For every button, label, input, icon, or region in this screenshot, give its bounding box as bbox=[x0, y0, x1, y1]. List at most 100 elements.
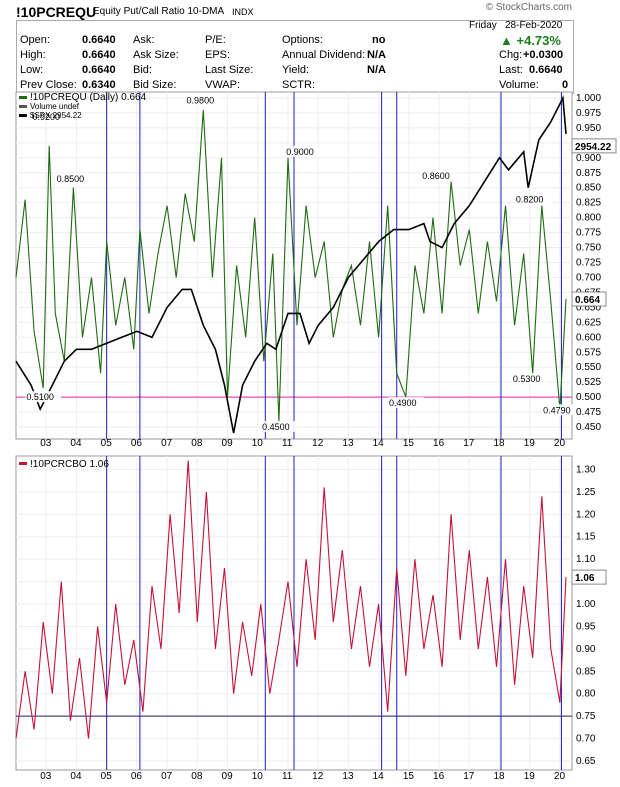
last-value-label: 0.664 bbox=[575, 295, 600, 306]
chart-header: !10PCREQU Equity Put/Call Ratio 10-DMA I… bbox=[0, 0, 620, 94]
series-line-10pcrequ bbox=[15, 109, 567, 422]
annotation-label: 0.4500 bbox=[262, 422, 290, 432]
annotation-label: 0.8500 bbox=[57, 174, 85, 184]
y-tick-label: 0.80 bbox=[576, 689, 596, 700]
x-tick-label: 03 bbox=[40, 438, 52, 449]
quote-table: Open: 0.6640 High: 0.6640 Low: 0.6640 Pr… bbox=[16, 20, 574, 94]
x-tick-label: 04 bbox=[70, 771, 82, 782]
legend-swatch bbox=[19, 105, 27, 108]
x-tick-label: 11 bbox=[282, 771, 293, 782]
y-tick-label: 0.725 bbox=[576, 258, 601, 269]
annotation-bg bbox=[185, 94, 222, 106]
prev-close-value: 0.6340 bbox=[82, 79, 116, 91]
y-tick-label: 0.700 bbox=[576, 272, 601, 283]
y-tick-label: 1.25 bbox=[576, 487, 596, 498]
annotation-bg bbox=[388, 397, 424, 409]
last-label: Last: bbox=[499, 64, 523, 76]
options-label: Options: bbox=[282, 34, 323, 46]
annotation-bg bbox=[285, 145, 321, 157]
y-tick-label: 0.650 bbox=[576, 302, 601, 313]
x-tick-label: 05 bbox=[101, 771, 113, 782]
y-tick-label: 0.975 bbox=[576, 108, 601, 119]
pe-label: P/E: bbox=[205, 34, 226, 46]
change-percent: ▲ +4.73% bbox=[500, 33, 561, 48]
x-tick-label: 08 bbox=[191, 438, 203, 449]
change-label: Chg: bbox=[499, 49, 523, 61]
spx-last-label: 2954.22 bbox=[575, 142, 612, 153]
x-tick-label: 14 bbox=[373, 771, 385, 782]
y-tick-label: 0.65 bbox=[576, 756, 596, 767]
y-tick-label: 0.450 bbox=[576, 422, 601, 433]
volume-value: 0 bbox=[562, 79, 569, 91]
last-value-label: 1.06 bbox=[575, 573, 595, 584]
y-tick-label: 0.85 bbox=[576, 666, 596, 677]
x-tick-label: 12 bbox=[312, 438, 324, 449]
y-tick-label: 1.30 bbox=[576, 464, 596, 475]
symbol-title: !10PCREQU bbox=[16, 4, 97, 20]
annotation-label: 0.9800 bbox=[187, 95, 215, 105]
y-tick-label: 1.15 bbox=[576, 532, 596, 543]
annotation-bg bbox=[542, 404, 578, 416]
x-tick-label: 08 bbox=[191, 771, 203, 782]
spx-last-box bbox=[571, 138, 617, 154]
triangle-up-icon: ▲ bbox=[500, 33, 513, 48]
annotation-label: 0.9200 bbox=[32, 112, 60, 122]
low-value: 0.6640 bbox=[82, 64, 116, 76]
y-tick-label: 0.525 bbox=[576, 377, 601, 388]
eps-label: EPS: bbox=[205, 49, 231, 61]
x-tick-label: 17 bbox=[463, 438, 475, 449]
y-tick-label: 0.500 bbox=[576, 392, 601, 403]
series-line-spx bbox=[15, 95, 567, 434]
annotation-bg bbox=[514, 193, 551, 205]
y-tick-label: 1.000 bbox=[576, 93, 601, 104]
y-tick-label: 0.600 bbox=[576, 332, 601, 343]
options-value: no bbox=[372, 34, 386, 46]
x-tick-label: 16 bbox=[433, 771, 445, 782]
x-tick-label: 20 bbox=[554, 771, 566, 782]
exchange-label: INDX bbox=[232, 7, 254, 17]
x-tick-label: 18 bbox=[493, 438, 505, 449]
x-tick-label: 09 bbox=[222, 771, 234, 782]
symbol-description: Equity Put/Call Ratio 10-DMA bbox=[93, 6, 225, 17]
y-tick-label: 0.95 bbox=[576, 621, 596, 632]
annotation-label: 0.5100 bbox=[26, 392, 54, 402]
y-tick-label: 1.00 bbox=[576, 599, 596, 610]
high-label: High: bbox=[20, 49, 46, 61]
legend-entry: !10PCREQU (Daily) 0.664 bbox=[30, 92, 147, 103]
y-tick-label: 1.10 bbox=[576, 554, 596, 565]
vwap-label: VWAP: bbox=[205, 79, 241, 91]
x-tick-label: 07 bbox=[161, 438, 173, 449]
last-value-box bbox=[571, 569, 607, 585]
y-tick-label: 0.950 bbox=[576, 123, 601, 134]
high-value: 0.6640 bbox=[82, 49, 116, 61]
x-tick-label: 04 bbox=[70, 438, 82, 449]
x-tick-label: 19 bbox=[524, 438, 536, 449]
x-tick-label: 11 bbox=[282, 438, 293, 449]
last-value-box bbox=[571, 291, 607, 307]
x-tick-label: 13 bbox=[342, 438, 354, 449]
x-tick-label: 09 bbox=[222, 438, 234, 449]
y-tick-label: 0.90 bbox=[576, 644, 596, 655]
y-tick-label: 0.875 bbox=[576, 168, 601, 179]
y-tick-label: 0.900 bbox=[576, 153, 601, 164]
y-tick-label: 1.20 bbox=[576, 509, 596, 520]
ask-size-label: Ask Size: bbox=[133, 49, 179, 61]
x-tick-label: 16 bbox=[433, 438, 445, 449]
yield-value: N/A bbox=[367, 64, 386, 76]
ask-label: Ask: bbox=[133, 34, 155, 46]
yield-label: Yield: bbox=[282, 64, 310, 76]
annotation-label: 0.9000 bbox=[286, 147, 314, 157]
prev-close-label: Prev Close: bbox=[20, 79, 77, 91]
y-tick-label: 0.75 bbox=[576, 711, 596, 722]
x-tick-label: 06 bbox=[131, 438, 143, 449]
brand-watermark: © StockCharts.com bbox=[485, 2, 572, 13]
y-tick-label: 0.550 bbox=[576, 362, 601, 373]
x-tick-label: 06 bbox=[131, 771, 143, 782]
y-tick-label: 0.70 bbox=[576, 734, 596, 745]
x-tick-label: 17 bbox=[463, 771, 475, 782]
annotation-label: 0.8600 bbox=[422, 171, 450, 181]
y-tick-label: 0.575 bbox=[576, 347, 601, 358]
y-tick-label: 0.825 bbox=[576, 198, 601, 209]
x-tick-label: 18 bbox=[493, 771, 505, 782]
